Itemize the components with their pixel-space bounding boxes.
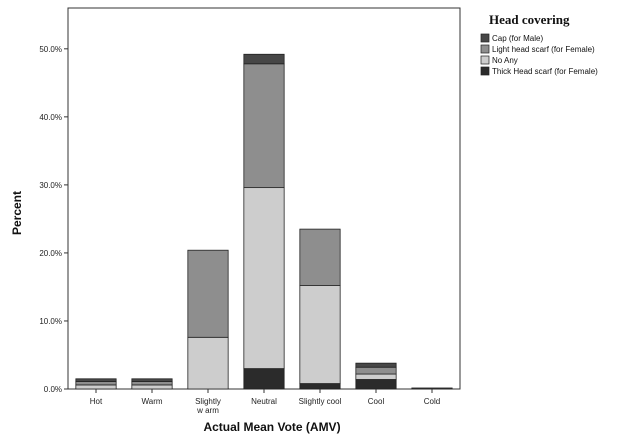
bar-segment	[355, 373, 397, 380]
y-tick-label: 30.0%	[39, 181, 62, 190]
bar-segment	[187, 336, 229, 390]
bars-group	[75, 53, 453, 390]
y-tick-label: 40.0%	[39, 113, 62, 122]
y-tick-label: 50.0%	[39, 45, 62, 54]
bar-segment	[299, 383, 341, 390]
x-axis-title: Actual Mean Vote (AMV)	[203, 420, 340, 434]
y-tick-label: 10.0%	[39, 317, 62, 326]
bar-segment	[355, 379, 397, 390]
bar-segment	[243, 53, 285, 65]
legend-swatch	[480, 44, 490, 54]
y-axis: 0.0% 10.0% 20.0% 30.0% 40.0% 50.0%	[39, 45, 68, 394]
legend-item-label: Thick Head scarf (for Female)	[492, 67, 598, 76]
legend-swatch	[480, 33, 490, 43]
bar-segment	[299, 228, 341, 286]
legend-item-label: Light head scarf (for Female)	[492, 45, 595, 54]
x-tick-label: Neutral	[251, 397, 277, 406]
legend-item-label: Cap (for Male)	[492, 34, 543, 43]
legend-swatch	[480, 55, 490, 65]
bar-segment	[299, 285, 341, 384]
y-axis-title: Percent	[10, 191, 24, 235]
bar-segment	[75, 384, 117, 390]
bar-segment	[75, 378, 117, 382]
bar-segment	[411, 387, 453, 390]
bar-segment	[243, 187, 285, 369]
legend-title: Head covering	[489, 12, 570, 27]
legend-swatch	[480, 66, 490, 76]
bar-segment	[243, 63, 285, 189]
x-tick-label: Warm	[141, 397, 162, 406]
bar-segment	[355, 366, 397, 375]
bar-segment	[243, 368, 285, 390]
bar-segment	[75, 381, 117, 386]
y-tick-label: 20.0%	[39, 249, 62, 258]
x-tick-label: w arm	[196, 406, 219, 415]
legend-item-label: No Any	[492, 56, 518, 65]
x-tick-label: Slightly	[195, 397, 221, 406]
bar-segment	[131, 378, 173, 382]
bar-segment	[355, 362, 397, 368]
bar-segment	[187, 249, 229, 338]
bar-segment	[131, 384, 173, 390]
legend: Head covering Cap (for Male) Light head s…	[480, 12, 598, 76]
x-tick-label: Cool	[368, 397, 385, 406]
y-tick-label: 0.0%	[44, 385, 62, 394]
x-tick-label: Hot	[90, 397, 103, 406]
x-tick-label: Slightly cool	[299, 397, 342, 406]
x-tick-label: Cold	[424, 397, 440, 406]
bar-segment	[131, 381, 173, 386]
